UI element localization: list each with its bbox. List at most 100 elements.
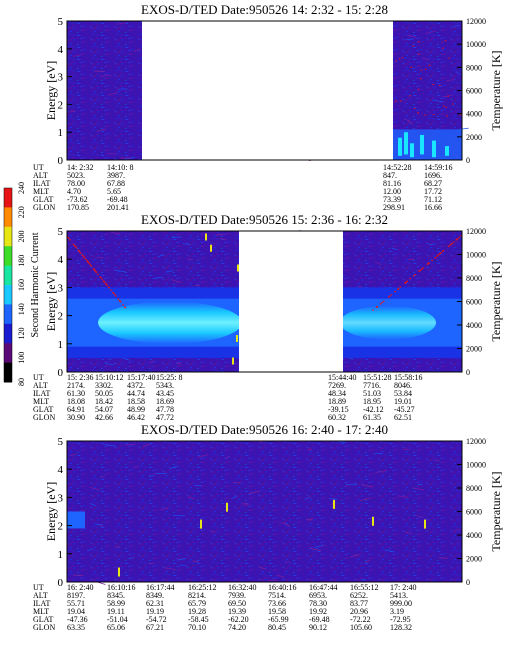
orbit-row-label: ILAT [33, 389, 50, 398]
hot-pixel [420, 69, 423, 71]
noise-mark [428, 243, 436, 246]
cyan-spike [410, 143, 414, 158]
y-tick-label: 0 [58, 155, 64, 167]
arc-pixel [89, 264, 92, 266]
noise-mark [216, 233, 224, 236]
noise-mark [72, 55, 81, 57]
y-tick-label: 4 [58, 254, 64, 266]
orbit-row-label: MLT [33, 187, 49, 196]
orbit-value: 18.42 [95, 397, 113, 406]
orbit-value: 62.31 [146, 599, 164, 608]
orbit-value: 78.00 [67, 179, 85, 188]
noise-mark [225, 455, 231, 459]
noise-mark [453, 528, 461, 532]
arc-pixel [427, 262, 430, 265]
panel-title: EXOS-D/TED Date:950526 16: 2:40 - 17: 2:… [141, 422, 388, 437]
y-tick-label: 0 [58, 577, 64, 589]
orbit-value: -42.12 [363, 405, 384, 414]
arc-pixel [380, 303, 382, 305]
arc-pixel [455, 239, 458, 241]
arc-pixel [72, 243, 75, 245]
panel-title: EXOS-D/TED Date:950526 14: 2:32 - 15: 2:… [141, 2, 388, 17]
noise-mark [106, 153, 117, 155]
arc-pixel [390, 294, 393, 296]
noise-mark [107, 358, 112, 360]
orbit-value: 18.08 [67, 397, 85, 406]
orbit-value: 18.89 [328, 397, 346, 406]
hot-pixel [418, 53, 420, 55]
arc-pixel [436, 255, 438, 257]
orbit-value: 12.00 [383, 187, 401, 196]
noise-mark [110, 231, 121, 235]
noise-mark [283, 522, 290, 527]
y2-tick-label: 4000 [466, 531, 482, 540]
colorbar-tick-label: 200 [17, 231, 26, 243]
noise-mark [415, 514, 424, 518]
orbit-value: 81.16 [383, 179, 401, 188]
yellow-streak [372, 516, 374, 526]
noise-mark [154, 276, 163, 279]
hot-pixel [432, 83, 434, 85]
hot-pixel [446, 115, 448, 117]
orbit-value: 1696. [424, 171, 442, 180]
y-tick-label: 2 [58, 99, 64, 111]
arc-pixel [104, 282, 107, 285]
colorbar-swatch [4, 343, 12, 364]
colorbar-swatch [4, 362, 12, 383]
y-tick-label: 4 [58, 464, 64, 476]
cyan-spike [398, 137, 402, 156]
thermal-band-core-right [340, 305, 436, 340]
arc-pixel [83, 256, 85, 258]
orbit-value: 7269. [328, 381, 346, 390]
noise-mark [350, 554, 360, 558]
arc-pixel [450, 243, 452, 245]
noise-mark [104, 444, 116, 447]
orbit-value: -73.62 [67, 195, 88, 204]
noise-mark [402, 448, 410, 451]
orbit-value: 14:10: 8 [107, 163, 133, 172]
colorbar: 80 100 120 140 160 180 200 220 240 Second Harmoni… [3, 182, 41, 386]
arc-pixel [117, 298, 120, 300]
y2-tick-label: 0 [466, 368, 470, 377]
y-tick-label: 1 [58, 549, 64, 561]
orbit-row-label: GLAT [33, 195, 54, 204]
noise-mark [452, 25, 460, 27]
noise-mark [171, 236, 182, 238]
y2-tick-label: 4000 [466, 110, 482, 119]
orbit-value: 3987. [107, 171, 125, 180]
orbit-row-label: UT [33, 373, 44, 382]
arc-pixel [406, 280, 408, 282]
y2-tick-label: 2000 [466, 345, 482, 354]
noise-mark [180, 564, 187, 567]
noise-mark [159, 507, 169, 511]
noise-mark [446, 79, 455, 81]
y-tick-label: 3 [58, 282, 64, 294]
noise-mark [124, 157, 136, 160]
colorbar-tick-label: 140 [17, 303, 26, 315]
colorbar-swatch [4, 323, 12, 344]
noise-mark [171, 279, 182, 283]
orbit-value: 83.77 [350, 599, 368, 608]
y-tick-label: 2 [58, 521, 64, 533]
hot-pixel [444, 40, 447, 42]
arc-pixel [440, 252, 442, 254]
hot-pixel [443, 105, 445, 107]
arc-pixel [437, 254, 440, 256]
y-tick-label: 4 [58, 44, 64, 56]
orbit-value: -47.36 [67, 615, 88, 624]
noise-mark [105, 363, 115, 366]
orbit-value: 78.30 [309, 599, 327, 608]
hot-pixel [417, 41, 420, 43]
noise-mark [422, 57, 430, 61]
hot-pixel [398, 58, 401, 60]
arc-pixel [95, 271, 98, 273]
arc-pixel [93, 269, 96, 271]
orbit-value: 61.35 [363, 413, 381, 422]
hot-pixel [428, 64, 431, 66]
noise-mark [107, 92, 118, 96]
arc-pixel [112, 292, 115, 294]
orbit-value: -72.22 [350, 615, 371, 624]
orbit-value: 16.66 [424, 203, 442, 212]
colorbar-frame [3, 187, 13, 383]
orbit-row-label: GLAT [33, 405, 54, 414]
